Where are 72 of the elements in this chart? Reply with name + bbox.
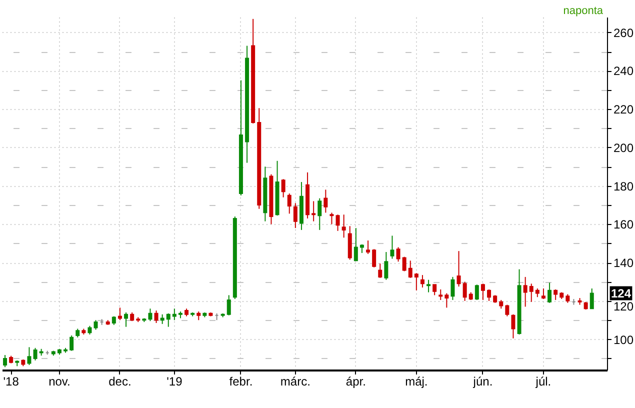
- candlestick: [554, 288, 558, 300]
- candlestick: [160, 314, 164, 324]
- candlestick: [118, 307, 122, 321]
- candlestick: [312, 200, 316, 222]
- candlestick: [27, 346, 32, 366]
- candlestick: [372, 248, 376, 268]
- candlestick: [414, 272, 418, 291]
- candlestick: [474, 284, 479, 300]
- x-tick-label: jún.: [472, 374, 493, 388]
- candlestick: [281, 178, 286, 198]
- candlestick: [154, 310, 158, 324]
- candlestick: [94, 320, 98, 330]
- y-tick-label: 200: [614, 140, 634, 155]
- candlestick: [511, 314, 516, 339]
- candlestick: [226, 294, 231, 316]
- candlestick: [529, 283, 534, 302]
- candlestick: [450, 276, 455, 300]
- annotation: 124: [610, 286, 632, 300]
- candlestick: [420, 274, 424, 288]
- y-tick-label: 260: [614, 26, 634, 40]
- candlestick: [336, 214, 340, 232]
- x-tick-label: dec.: [108, 374, 132, 388]
- candlestick: [3, 354, 8, 368]
- candlestick: [166, 312, 170, 328]
- y-tick-label: 120: [614, 299, 634, 314]
- candlestick: [324, 189, 328, 214]
- candlestick: [384, 252, 388, 280]
- candlestick: [462, 281, 467, 302]
- candlestick: [287, 193, 292, 214]
- candlestick: [318, 198, 322, 230]
- candlestick: [541, 288, 546, 300]
- candlestick: [444, 292, 449, 308]
- x-tick-label: febr.: [229, 374, 253, 388]
- candlestick: [438, 288, 443, 300]
- x-tick-label: máj.: [405, 374, 428, 388]
- candlestick: [293, 202, 298, 229]
- candlestick: [487, 288, 492, 302]
- candlestick: [378, 263, 382, 278]
- text: naponta: [563, 5, 604, 17]
- candlestick: [390, 235, 394, 260]
- x-tick-label: ápr.: [346, 374, 366, 388]
- candlestick: [342, 214, 346, 238]
- x-tick-label: '18: [3, 374, 20, 388]
- candlestick: [124, 312, 128, 328]
- candlestick: [523, 276, 528, 308]
- candlestick: [354, 228, 358, 262]
- candlestick: [548, 282, 552, 304]
- x-tick-label: '19: [166, 374, 183, 388]
- candlestick: [396, 246, 400, 262]
- candlestick: [70, 334, 74, 352]
- x-tick-label: nov.: [48, 374, 70, 388]
- candlestick: [432, 284, 437, 296]
- candlestick: [480, 283, 485, 300]
- x-tick-label: júl.: [534, 374, 552, 388]
- x-tick-label: márc.: [280, 374, 310, 388]
- y-tick-label: 140: [614, 256, 634, 270]
- candlestick: [366, 240, 370, 254]
- candlestick: [172, 308, 176, 321]
- y-tick-label: 160: [614, 218, 634, 232]
- candlestick: [408, 260, 412, 278]
- candlestick: [590, 288, 594, 310]
- candlestick: [402, 256, 406, 272]
- candlestick: [330, 212, 334, 225]
- candlestick: [456, 250, 461, 288]
- candlestick: [148, 308, 152, 322]
- candlestick: [426, 279, 431, 293]
- candlestick: [33, 347, 38, 361]
- y-tick-label: 180: [614, 179, 634, 194]
- y-tick-label: 240: [614, 64, 634, 78]
- candlestick: [348, 226, 352, 260]
- y-tick-label: 220: [614, 102, 634, 117]
- y-tick-label: 100: [614, 332, 634, 347]
